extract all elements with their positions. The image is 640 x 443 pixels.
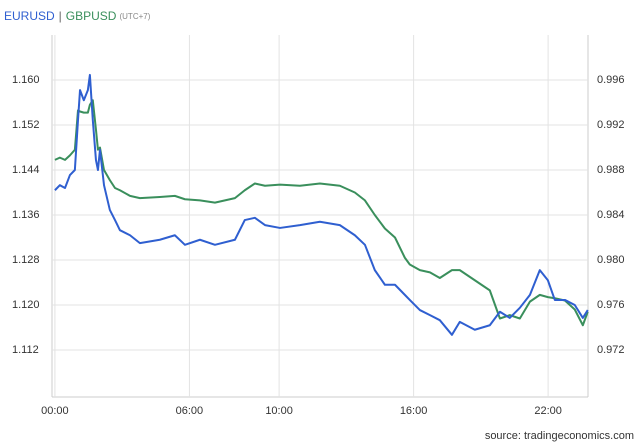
y-tick-label: 1.144: [12, 164, 40, 176]
y2-tick-label: 0.992: [597, 119, 625, 131]
y-tick-label: 1.136: [12, 209, 40, 221]
y2-tick-label: 0.988: [597, 164, 625, 176]
y-tick-label: 1.112: [12, 344, 39, 356]
y2-tick-label: 0.976: [597, 299, 625, 311]
y-tick-label: 1.128: [12, 254, 40, 266]
y-tick-label: 1.160: [12, 74, 40, 86]
x-tick-label: 22:00: [534, 405, 562, 417]
series-line: [54, 99, 589, 327]
legend-separator: |: [59, 9, 62, 23]
x-tick-label: 10:00: [265, 405, 293, 417]
series-line: [54, 73, 589, 336]
subtitle: (UTC+7): [119, 12, 150, 21]
x-tick-label: 00:00: [41, 405, 69, 417]
x-tick-label: 06:00: [176, 405, 204, 417]
y2-tick-label: 0.984: [597, 209, 625, 221]
x-tick-label: 16:00: [400, 405, 428, 417]
y-tick-label: 1.120: [12, 299, 40, 311]
y2-tick-label: 0.972: [597, 344, 625, 356]
y-tick-label: 1.152: [12, 119, 40, 131]
y2-tick-label: 0.996: [597, 74, 625, 86]
legend-entry: EURUSD: [4, 9, 55, 23]
legend-entry: GBPUSD: [66, 9, 117, 23]
y2-tick-label: 0.980: [597, 254, 625, 266]
source: source: tradingeconomics.com: [485, 430, 634, 442]
chart-header: EURUSD | GBPUSD (UTC+7): [4, 9, 151, 23]
